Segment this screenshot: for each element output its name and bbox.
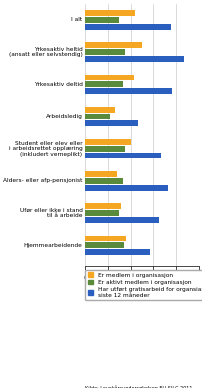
Bar (85, 17, 119, 23)
Bar (85, 139, 130, 145)
Bar (85, 210, 119, 216)
Bar (85, 171, 117, 177)
Bar (85, 152, 161, 158)
Bar (85, 178, 122, 184)
Bar (85, 236, 126, 241)
Bar (85, 10, 135, 16)
Bar (85, 249, 149, 255)
Bar (85, 114, 110, 120)
Bar (85, 56, 183, 62)
X-axis label: Prosent: Prosent (127, 284, 156, 293)
Legend: Er medlem i organisasjon, Er aktivt medlem i organisasjon, Har utført gratisarbe: Er medlem i organisasjon, Er aktivt medl… (85, 270, 202, 300)
Bar (85, 185, 167, 191)
Bar (85, 203, 120, 209)
Bar (85, 43, 141, 48)
Bar (85, 88, 171, 94)
Bar (85, 74, 134, 80)
Bar (85, 120, 137, 126)
Bar (85, 24, 170, 29)
Bar (85, 107, 114, 113)
Bar (85, 81, 122, 87)
Text: Kilde: Levekårsundersøkelsen EU-SILC 2011.: Kilde: Levekårsundersøkelsen EU-SILC 201… (85, 386, 193, 388)
Bar (85, 146, 124, 152)
Bar (85, 49, 124, 55)
Bar (85, 217, 158, 223)
Bar (85, 242, 123, 248)
